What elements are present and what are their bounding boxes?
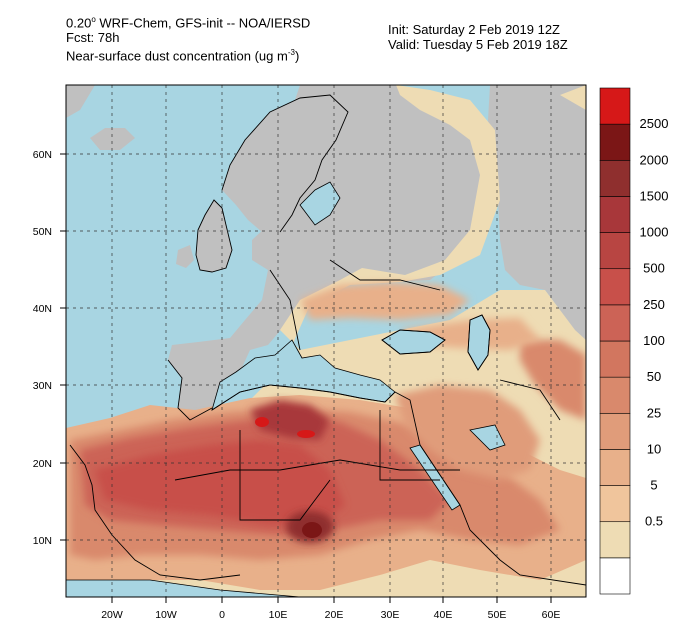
forecast-hour: Fcst: 78h: [66, 30, 120, 46]
variable-title: Near-surface dust concentration (ug m-3): [66, 48, 300, 64]
lon-tick-label: 60E: [542, 609, 561, 621]
lat-tick-label: 50N: [33, 226, 52, 238]
valid-time: Valid: Tuesday 5 Feb 2019 18Z: [388, 37, 568, 52]
latitude-axis: 60N 50N 40N 30N 20N 10N: [33, 149, 66, 547]
init-time: Init: Saturday 2 Feb 2019 12Z: [388, 22, 560, 37]
colorbar-swatch: [599, 123, 631, 161]
colorbar-label: 0.5: [645, 514, 663, 529]
colorbar-swatch: [599, 412, 631, 450]
colorbar-label: 1000: [640, 225, 669, 240]
colorbar-swatch: [599, 196, 631, 233]
colorbar-swatch: [599, 340, 631, 378]
colorbar-label: 100: [643, 333, 665, 348]
map-header-right: Init: Saturday 2 Feb 2019 12Z Valid: Tue…: [388, 22, 568, 52]
colorbar-swatch: [599, 232, 631, 270]
lon-tick-label: 20E: [325, 609, 344, 621]
colorbar-swatch: [599, 557, 631, 595]
lon-tick-label: 50E: [488, 609, 507, 621]
lat-tick-label: 20N: [33, 458, 52, 470]
colorbar-swatch: [599, 376, 631, 414]
lat-tick-label: 60N: [33, 149, 52, 161]
colorbar: 2500 2000 1500 1000 500 250 100 50 25 10 5 0.5: [599, 87, 669, 595]
colorbar-swatch: [599, 521, 631, 559]
inland-seas: [66, 181, 506, 597]
colorbar-label: 500: [643, 261, 665, 276]
lon-tick-label: 30E: [381, 609, 400, 621]
colorbar-label: 250: [643, 297, 665, 312]
graticule: [66, 85, 586, 597]
colorbar-label: 1500: [640, 188, 669, 203]
lon-tick-label: 0: [219, 609, 225, 621]
colorbar-swatch: [599, 449, 631, 486]
lat-tick-label: 40N: [33, 303, 52, 315]
map-area: [66, 85, 586, 597]
lon-tick-label: 10W: [155, 609, 177, 621]
lon-tick-label: 10E: [269, 609, 288, 621]
model-title: 0.20o WRF-Chem, GFS-init -- NOA/IERSD: [66, 15, 311, 31]
colorbar-swatch: [599, 304, 631, 342]
colorbar-label: 25: [647, 405, 661, 420]
colorbar-swatch: [599, 485, 631, 523]
lat-tick-label: 30N: [33, 380, 52, 392]
colorbar-swatch: [599, 159, 631, 197]
colorbar-label: 5: [650, 478, 657, 493]
lon-tick-label: 20W: [101, 609, 123, 621]
colorbar-label: 50: [647, 369, 661, 384]
colorbar-label: 10: [647, 441, 661, 456]
longitude-axis: 20W 10W 0 10E 20E 30E 40E 50E 60E: [101, 597, 560, 621]
lon-tick-label: 40E: [434, 609, 453, 621]
colorbar-swatch: [599, 268, 631, 306]
colorbar-swatch: [599, 87, 631, 125]
lat-tick-label: 10N: [33, 535, 52, 547]
map-frame: [65, 84, 587, 598]
colorbar-label: 2500: [640, 116, 669, 131]
colorbar-label: 2000: [640, 152, 669, 167]
map-header-left: 0.20o WRF-Chem, GFS-init -- NOA/IERSD Fc…: [66, 12, 310, 64]
